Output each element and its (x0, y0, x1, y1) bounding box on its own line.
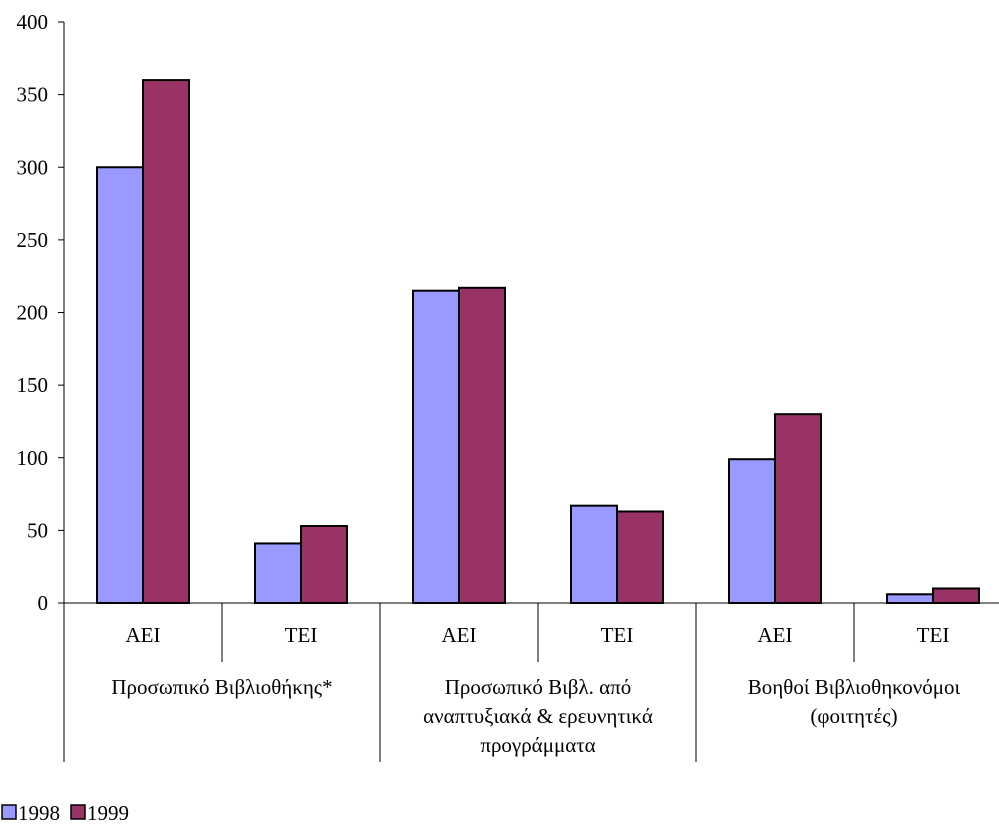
group-label: αναπτυξιακά & ερευνητικά (423, 704, 653, 728)
category-label: ΑΕΙ (758, 623, 793, 647)
bar-1999-4 (616, 510, 664, 604)
bar-1999-3 (458, 286, 506, 604)
bar-1999-6 (932, 587, 980, 604)
group-label: (φοιτητές) (810, 704, 897, 728)
y-axis: 0 50 100 150 200 250 300 350 400 (17, 10, 65, 615)
bar-1998-6 (886, 593, 934, 604)
y-tick-label: 100 (17, 446, 49, 470)
bar-1999-2 (300, 525, 348, 605)
y-tick-label: 350 (17, 83, 49, 107)
y-tick-label: 250 (17, 228, 49, 252)
y-tick-label: 400 (17, 10, 49, 34)
bar-1999-5 (774, 413, 822, 604)
group-label: προγράμματα (480, 733, 595, 757)
y-tick-label: 0 (38, 591, 49, 615)
bars (96, 79, 980, 605)
legend-label-1999: 1999 (87, 801, 129, 825)
category-label: ΑΕΙ (126, 623, 161, 647)
y-tick-label: 50 (27, 518, 48, 542)
y-tick-label: 200 (17, 301, 49, 325)
bar-1998-3 (412, 289, 460, 604)
group-label: Προσωπικό Βιβλ. από (445, 675, 632, 699)
category-label: ΤΕΙ (601, 623, 634, 647)
y-tick-label: 150 (17, 373, 49, 397)
x-axis: ΑΕΙ ΤΕΙ ΑΕΙ ΤΕΙ ΑΕΙ ΤΕΙ Προσωπικό Βιβλιοθήκης*… (63, 602, 999, 762)
legend-swatch-1998 (1, 804, 17, 820)
legend-swatch-1999 (70, 804, 86, 820)
legend: 1998 1999 (1, 801, 129, 825)
bar-1998-1 (96, 166, 144, 604)
bar-1998-2 (254, 542, 302, 605)
bar-1998-4 (570, 504, 618, 604)
legend-label-1998: 1998 (18, 801, 60, 825)
bar-1998-5 (728, 458, 776, 605)
y-tick-label: 300 (17, 155, 49, 179)
category-label: ΑΕΙ (442, 623, 477, 647)
group-label: Βοηθοί Βιβλιοθηκονόμοι (748, 675, 961, 699)
bar-1999-1 (142, 79, 190, 605)
category-label: ΤΕΙ (285, 623, 318, 647)
group-label: Προσωπικό Βιβλιοθήκης* (111, 675, 332, 699)
category-label: ΤΕΙ (917, 623, 950, 647)
